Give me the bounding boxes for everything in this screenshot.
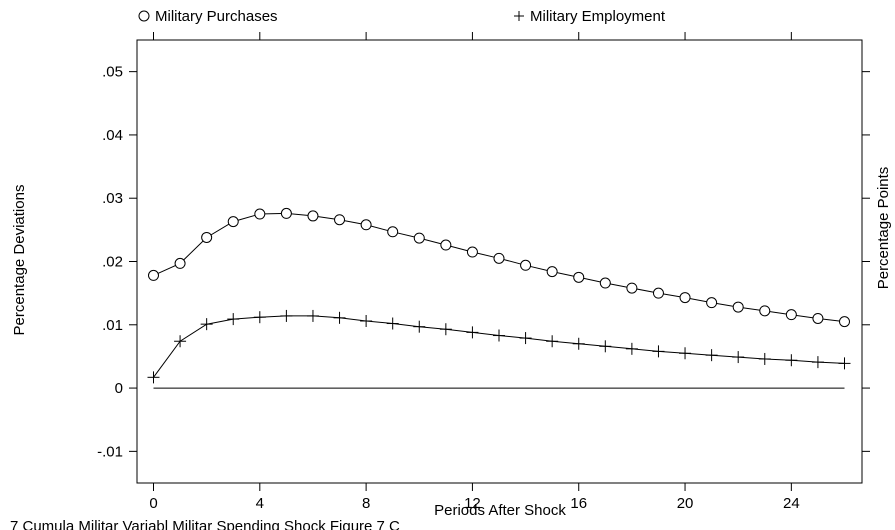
military-purchases-point	[440, 239, 452, 251]
military-purchases-point	[732, 301, 744, 313]
military-employment-point	[625, 342, 638, 355]
military-purchases-point	[652, 287, 664, 299]
figure-caption-fragment: 7 Cumula Militar Variabl Militar Spendin…	[10, 518, 400, 530]
military-purchases-point	[573, 271, 585, 283]
military-employment-point	[519, 332, 532, 345]
military-purchases-point	[148, 269, 159, 281]
y-tick-label: .04	[102, 127, 123, 144]
y-tick-label: .02	[102, 254, 123, 271]
military-purchases-point	[679, 292, 691, 304]
military-purchases-point	[785, 309, 797, 321]
military-employment-line	[153, 315, 845, 378]
x-tick-label: 8	[362, 495, 370, 512]
military-purchases-point	[201, 231, 213, 243]
military-employment-point	[306, 309, 319, 322]
military-purchases-legend-marker	[138, 10, 150, 22]
military-employment-point	[466, 326, 479, 339]
military-employment-legend-marker	[514, 11, 524, 21]
military-purchases-point	[626, 282, 638, 294]
y-axis-title-left: Percentage Deviations	[11, 185, 28, 336]
x-tick-label: 16	[570, 495, 587, 512]
military-employment-point	[147, 371, 160, 384]
y-tick-label: -.01	[97, 443, 123, 460]
military-employment-point	[758, 352, 771, 365]
y-tick-label: .03	[102, 190, 123, 207]
military-purchases-point	[493, 252, 505, 264]
military-employment-point	[838, 357, 851, 370]
military-employment-point	[413, 320, 426, 333]
military-employment-point	[652, 345, 665, 358]
military-purchases-point	[413, 232, 425, 244]
military-purchases-point	[334, 214, 346, 226]
military-employment-point	[572, 337, 585, 350]
military-employment-point	[386, 317, 399, 330]
military-employment-point	[785, 354, 798, 367]
x-axis: 0 4 8 12 16 20 24	[149, 32, 800, 512]
x-tick-label: 4	[256, 495, 264, 512]
military-employment-point	[227, 313, 240, 326]
military-purchases-point	[280, 207, 292, 219]
military-purchases-point	[759, 305, 771, 317]
military-employment-point	[439, 323, 452, 336]
military-employment-legend-label: Military Employment	[530, 8, 666, 25]
military-employment-point	[280, 309, 293, 322]
y-tick-label: 0	[115, 380, 123, 397]
military-employment-point	[253, 311, 266, 324]
military-employment-point	[705, 349, 718, 362]
military-purchases-point	[599, 277, 611, 289]
x-tick-label: 0	[149, 495, 157, 512]
military-purchases-point	[546, 266, 558, 278]
x-tick-label: 24	[783, 495, 800, 512]
military-purchases-point	[812, 312, 824, 324]
military-purchases-point	[839, 316, 850, 328]
military-purchases-point	[174, 257, 186, 269]
military-purchases-legend-label: Military Purchases	[155, 8, 278, 25]
military-purchases-point	[520, 259, 532, 271]
military-purchases-point	[254, 208, 266, 220]
y-tick-label: .05	[102, 64, 123, 81]
military-employment-point	[811, 356, 824, 369]
y-axis: -.01 0 .01 .02 .03 .04 .05	[97, 64, 870, 460]
military-purchases-point	[387, 226, 399, 238]
x-axis-title: Periods After Shock	[434, 502, 566, 519]
military-purchases-point	[307, 210, 319, 222]
military-employment-point	[599, 340, 612, 353]
legend: Military Purchases Military Employment	[138, 8, 666, 25]
military-employment-point	[360, 314, 373, 327]
y-axis-title-right: Percentage Points	[875, 167, 892, 290]
military-employment-point	[493, 329, 505, 342]
x-tick-label: 12	[464, 495, 481, 512]
military-purchases-point	[466, 246, 478, 258]
military-purchases-point	[360, 219, 372, 231]
military-purchases-point	[227, 216, 239, 228]
military-purchases-point	[706, 297, 718, 309]
military-employment-point	[679, 347, 692, 360]
military-employment-point	[200, 318, 213, 331]
military-employment-point	[546, 335, 559, 348]
series-layer	[147, 207, 851, 389]
y-tick-label: .01	[102, 317, 123, 334]
military-employment-point	[732, 351, 745, 364]
military-employment-point	[174, 335, 187, 348]
x-tick-label: 20	[677, 495, 694, 512]
military-employment-point	[333, 311, 346, 324]
